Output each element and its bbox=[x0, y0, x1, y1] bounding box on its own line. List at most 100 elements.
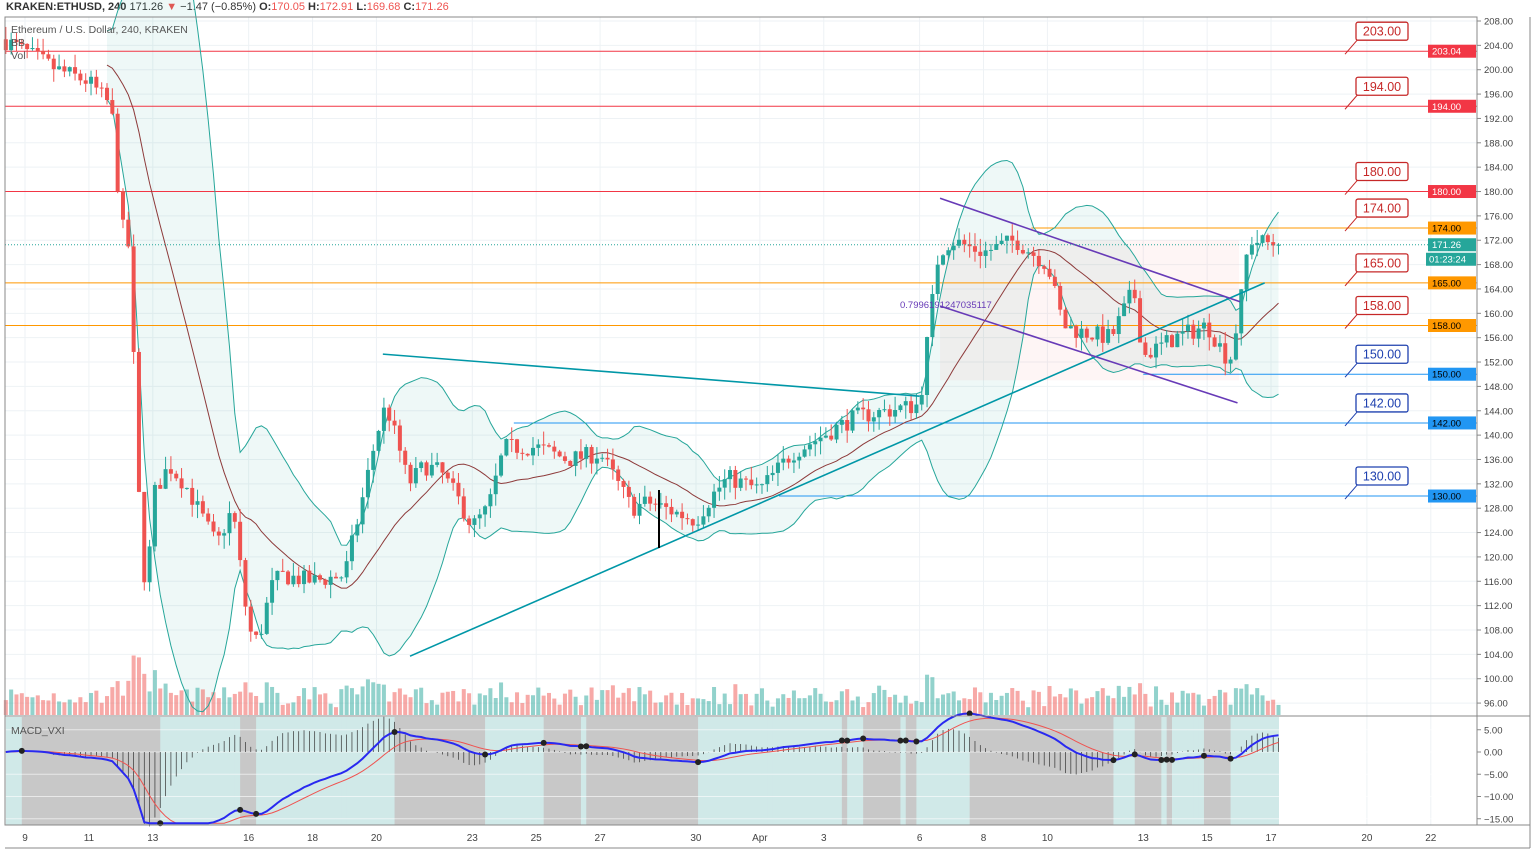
macd-background bbox=[208, 717, 215, 825]
volume-bar bbox=[152, 670, 157, 715]
macd-background bbox=[682, 717, 688, 825]
volume-bar bbox=[781, 694, 786, 715]
macd-background bbox=[1273, 717, 1280, 825]
candle bbox=[1004, 235, 1009, 254]
high-label: H: bbox=[308, 1, 320, 13]
macd-background bbox=[442, 717, 449, 825]
volume-bar bbox=[190, 701, 195, 715]
candle bbox=[1255, 229, 1260, 257]
candle-body bbox=[903, 401, 908, 406]
candle bbox=[1228, 356, 1233, 373]
price-tick-label: 148.00 bbox=[1484, 382, 1513, 393]
macd-background bbox=[437, 717, 443, 825]
volume-bar bbox=[1260, 695, 1265, 715]
volume-bar bbox=[930, 677, 935, 715]
candle bbox=[51, 54, 56, 82]
candle-body bbox=[110, 100, 115, 114]
price-tick-label: 164.00 bbox=[1484, 284, 1513, 295]
macd-background bbox=[1214, 717, 1221, 825]
macd-legend[interactable]: MACD_VXI bbox=[11, 725, 65, 737]
candle bbox=[733, 465, 738, 500]
macd-background bbox=[240, 717, 246, 825]
macd-background bbox=[1017, 717, 1024, 825]
candle bbox=[163, 456, 168, 490]
macd-background bbox=[719, 717, 726, 825]
macd-background bbox=[724, 717, 731, 825]
time-tick-label: 6 bbox=[917, 833, 923, 844]
candle bbox=[408, 462, 413, 492]
macd-background bbox=[777, 717, 784, 825]
macd-background bbox=[495, 717, 502, 825]
candle bbox=[105, 83, 110, 105]
symbol[interactable]: KRAKEN:ETHUSD, 240 bbox=[6, 1, 127, 13]
volume-bar bbox=[658, 702, 663, 715]
macd-background bbox=[272, 717, 278, 825]
candle bbox=[509, 427, 514, 453]
volume-bar bbox=[1175, 702, 1180, 715]
volume-bar bbox=[696, 698, 701, 715]
candle bbox=[1090, 337, 1095, 342]
price-tick-label: 192.00 bbox=[1484, 114, 1513, 125]
price-tick-label: 152.00 bbox=[1484, 358, 1513, 369]
candle bbox=[1122, 296, 1127, 317]
volume-bar bbox=[664, 695, 669, 715]
candle bbox=[286, 570, 291, 586]
volume-bar bbox=[541, 695, 546, 715]
volume-bar bbox=[328, 703, 333, 715]
candle bbox=[701, 505, 706, 529]
volume-bar bbox=[3, 700, 8, 715]
volume-bar bbox=[712, 686, 717, 715]
macd-background bbox=[304, 717, 310, 825]
macd-background bbox=[1134, 717, 1141, 825]
macd-background bbox=[1161, 717, 1168, 825]
candle bbox=[232, 511, 237, 529]
candle-body bbox=[1180, 331, 1185, 334]
time-tick-label: 27 bbox=[595, 833, 607, 844]
volume-bar bbox=[467, 693, 472, 715]
candle bbox=[275, 570, 280, 591]
macd-tick-label: 5.00 bbox=[1484, 725, 1503, 736]
volume-bar bbox=[1095, 691, 1100, 715]
candle-body bbox=[1132, 289, 1137, 299]
candle bbox=[1239, 289, 1244, 346]
candle bbox=[371, 444, 376, 483]
candle-body bbox=[525, 453, 530, 456]
candle bbox=[680, 503, 685, 530]
volume-bar bbox=[653, 702, 658, 715]
candle bbox=[520, 448, 525, 461]
candle bbox=[1063, 307, 1068, 329]
open-label: O: bbox=[259, 1, 272, 13]
candle-body bbox=[861, 407, 866, 410]
candle bbox=[962, 234, 967, 253]
candle-body bbox=[3, 39, 8, 51]
time-tick-label: 18 bbox=[307, 833, 319, 844]
macd-background bbox=[53, 717, 60, 825]
series-title[interactable]: Ethereum / U.S. Dollar, 240, KRAKEN bbox=[11, 24, 188, 36]
volume-bar bbox=[877, 685, 882, 715]
candle-body bbox=[1031, 252, 1036, 256]
macd-turn-point bbox=[1158, 757, 1165, 764]
macd-background bbox=[1102, 717, 1109, 825]
candle-body bbox=[291, 575, 296, 585]
macd-background bbox=[69, 717, 76, 825]
candle bbox=[1020, 244, 1025, 255]
macd-background bbox=[362, 717, 369, 825]
volume-bar bbox=[397, 688, 402, 715]
macd-background bbox=[399, 717, 406, 825]
macd-background bbox=[767, 717, 774, 825]
macd-background bbox=[378, 717, 385, 825]
candle bbox=[791, 452, 796, 474]
price-tick-label: 172.00 bbox=[1484, 236, 1513, 247]
candle-body bbox=[685, 518, 690, 520]
macd-background bbox=[756, 717, 763, 825]
macd-background bbox=[1012, 717, 1019, 825]
volume-bar bbox=[759, 688, 764, 715]
legend-vol[interactable]: Vol bbox=[11, 50, 26, 62]
volume-bar bbox=[1276, 704, 1281, 715]
candle-body bbox=[105, 87, 110, 101]
price-tag-174.00 bbox=[1428, 221, 1476, 235]
macd-background bbox=[932, 717, 939, 825]
macd-background bbox=[256, 717, 262, 825]
legend-bb[interactable]: BB bbox=[11, 37, 26, 49]
